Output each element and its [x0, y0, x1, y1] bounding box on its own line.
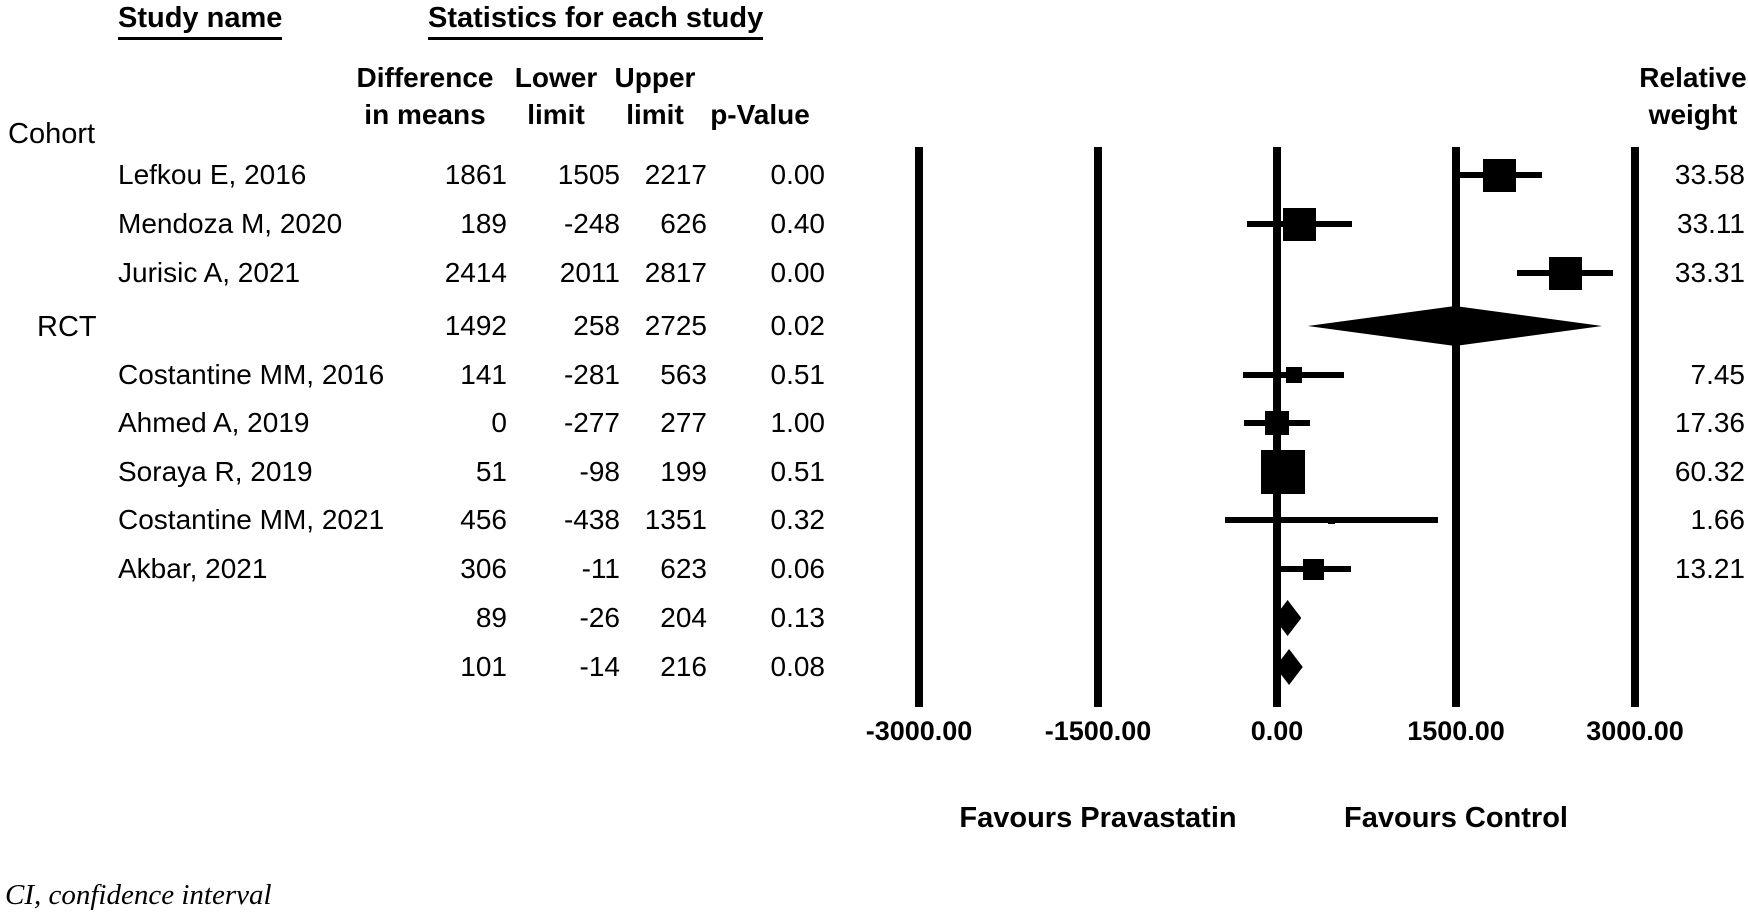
p-value: 1.00: [770, 407, 826, 438]
group-label-rct: RCT: [37, 311, 97, 343]
axis-tick-label: 3000.00: [1586, 716, 1684, 746]
p-value: 0.08: [770, 651, 826, 682]
p-value: 0.00: [770, 257, 826, 288]
difference-in-means-value: 89: [475, 602, 507, 633]
lower-limit-value: -11: [581, 553, 620, 584]
study-weight-box: [1303, 558, 1325, 580]
col-header-in-means: in means: [364, 99, 486, 130]
lower-limit-value: -281: [563, 359, 620, 390]
study-weight-box: [1265, 411, 1289, 435]
statistics-header-text: Statistics for each study: [428, 2, 764, 40]
lower-limit-value: -98: [579, 456, 620, 487]
p-value: 0.40: [770, 208, 826, 239]
col-header-p-value: p-Value: [710, 99, 810, 130]
upper-limit-value: 626: [660, 208, 707, 239]
upper-limit-value: 623: [660, 553, 707, 584]
axis-tick-label: -1500.00: [1044, 716, 1152, 746]
col-header-upper: Upper: [614, 62, 696, 93]
upper-limit-value: 2217: [644, 159, 707, 190]
axis-tick-label: 0.00: [1250, 716, 1304, 746]
relative-weight-value: 7.45: [1690, 359, 1746, 390]
relative-weight-value: 33.58: [1674, 159, 1745, 190]
lower-limit-value: -438: [563, 504, 620, 535]
difference-in-means-value: 141: [460, 359, 507, 390]
axis-tick-label: -3000.00: [865, 716, 973, 746]
p-value: 0.06: [770, 553, 826, 584]
axis-gridline: [915, 147, 923, 707]
study-name-label: Costantine MM, 2016: [118, 359, 385, 390]
relative-weight-value: 33.11: [1677, 208, 1745, 239]
p-value: 0.32: [770, 504, 826, 535]
col-header-difference: Difference: [356, 62, 494, 93]
study-name-label: Lefkou E, 2016: [118, 159, 307, 190]
study-name-label: Costantine MM, 2021: [118, 504, 385, 535]
favours-right-label: Favours Control: [1344, 802, 1568, 834]
p-value: 0.51: [770, 359, 826, 390]
difference-in-means-value: 456: [460, 504, 507, 535]
p-value: 0.51: [770, 456, 826, 487]
study-weight-box: [1261, 450, 1306, 494]
cohort-summary-diamond: [1307, 306, 1603, 346]
relative-weight-value: 1.66: [1690, 504, 1746, 535]
upper-limit-value: 204: [660, 602, 707, 633]
study-name-label: Mendoza M, 2020: [118, 208, 343, 239]
study-weight-box: [1285, 367, 1302, 383]
favours-left-label: Favours Pravastatin: [959, 802, 1237, 834]
lower-limit-value: -26: [579, 602, 620, 633]
study-name-label: Soraya R, 2019: [118, 456, 313, 487]
upper-limit-value: 277: [660, 407, 707, 438]
footnote-ci: CI, confidence interval: [5, 879, 272, 911]
relative-weight-value: 33.31: [1674, 257, 1745, 288]
axis-gridline: [1094, 147, 1102, 707]
difference-in-means-value: 1861: [444, 159, 507, 190]
lower-limit-value: 1505: [557, 159, 620, 190]
p-value: 0.00: [770, 159, 826, 190]
lower-limit-value: -277: [563, 407, 620, 438]
upper-limit-value: 199: [660, 456, 707, 487]
lower-limit-value: -14: [579, 651, 620, 682]
p-value: 0.02: [770, 310, 826, 341]
upper-limit-value: 2725: [644, 310, 707, 341]
relative-weight-value: 13.21: [1674, 553, 1745, 584]
study-weight-box: [1482, 158, 1516, 192]
difference-in-means-value: 189: [460, 208, 507, 239]
lower-limit-value: -248: [563, 208, 620, 239]
lower-limit-value: 2011: [559, 257, 620, 288]
relative-weight-value: 17.36: [1674, 407, 1745, 438]
group-label-cohort: Cohort: [8, 118, 96, 150]
upper-limit-value: 216: [660, 651, 707, 682]
upper-limit-value: 2817: [644, 257, 707, 288]
difference-in-means-value: 2414: [444, 257, 507, 288]
axis-gridline: [1631, 147, 1639, 707]
difference-in-means-value: 51: [475, 456, 507, 487]
difference-in-means-value: 101: [460, 651, 507, 682]
study-weight-box: [1283, 207, 1317, 241]
col-header-weight: weight: [1648, 99, 1738, 130]
study-name-header: Study name: [118, 2, 283, 40]
difference-in-means-value: 0: [491, 407, 507, 438]
axis-gridline: [1452, 147, 1460, 707]
lower-limit-value: 258: [573, 310, 620, 341]
p-value: 0.13: [770, 602, 826, 633]
col-header-relative: Relative: [1639, 62, 1747, 93]
upper-limit-value: 563: [660, 359, 707, 390]
col-header-lower-limit: limit: [527, 99, 585, 130]
difference-in-means-value: 306: [460, 553, 507, 584]
study-name-label: Jurisic A, 2021: [118, 257, 301, 288]
study-name-label: Akbar, 2021: [118, 553, 268, 584]
study-weight-box: [1548, 256, 1582, 290]
upper-limit-value: 1351: [644, 504, 707, 535]
statistics-header: Statistics for each study: [428, 2, 764, 40]
study-name-label: Ahmed A, 2019: [118, 407, 310, 438]
col-header-lower: Lower: [514, 62, 598, 93]
col-header-upper-limit: limit: [626, 99, 684, 130]
study-name-header-text: Study name: [118, 2, 283, 40]
difference-in-means-value: 1492: [444, 310, 507, 341]
axis-tick-label: 1500.00: [1407, 716, 1505, 746]
relative-weight-value: 60.32: [1674, 456, 1745, 487]
study-weight-box: [1327, 516, 1335, 524]
